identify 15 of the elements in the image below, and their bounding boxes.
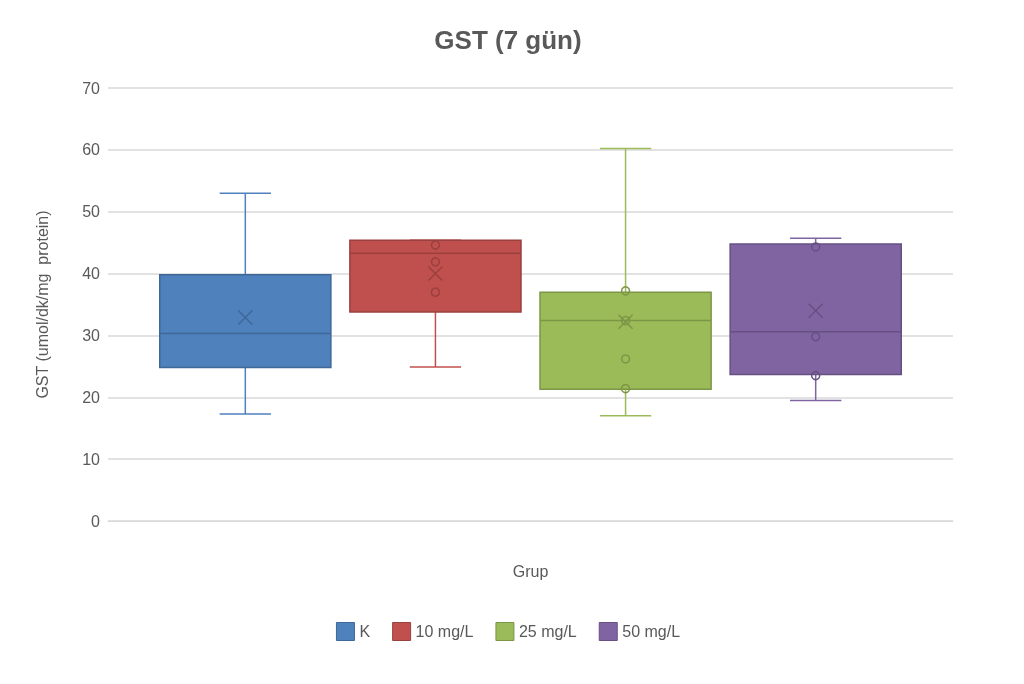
y-tick-label: 10: [82, 450, 101, 468]
legend-label: 10 mg/L: [415, 623, 474, 640]
y-tick-label: 0: [91, 512, 101, 530]
y-tick-label: 50: [82, 203, 101, 221]
y-tick-label: 30: [82, 326, 101, 344]
y-tick-label: 60: [82, 141, 101, 159]
x-axis-title: Grup: [512, 562, 549, 580]
y-axis-title: GST (umol/dk/mg protein): [33, 210, 51, 399]
y-tick-label: 40: [82, 265, 101, 283]
legend-label: 50 mg/L: [622, 623, 681, 640]
chart-title: GST (7 gün): [434, 25, 582, 55]
legend-label: 25 mg/L: [518, 623, 577, 640]
y-tick-label: 20: [82, 388, 101, 406]
legend-label: K: [359, 623, 371, 640]
y-tick-label: 70: [82, 79, 101, 97]
